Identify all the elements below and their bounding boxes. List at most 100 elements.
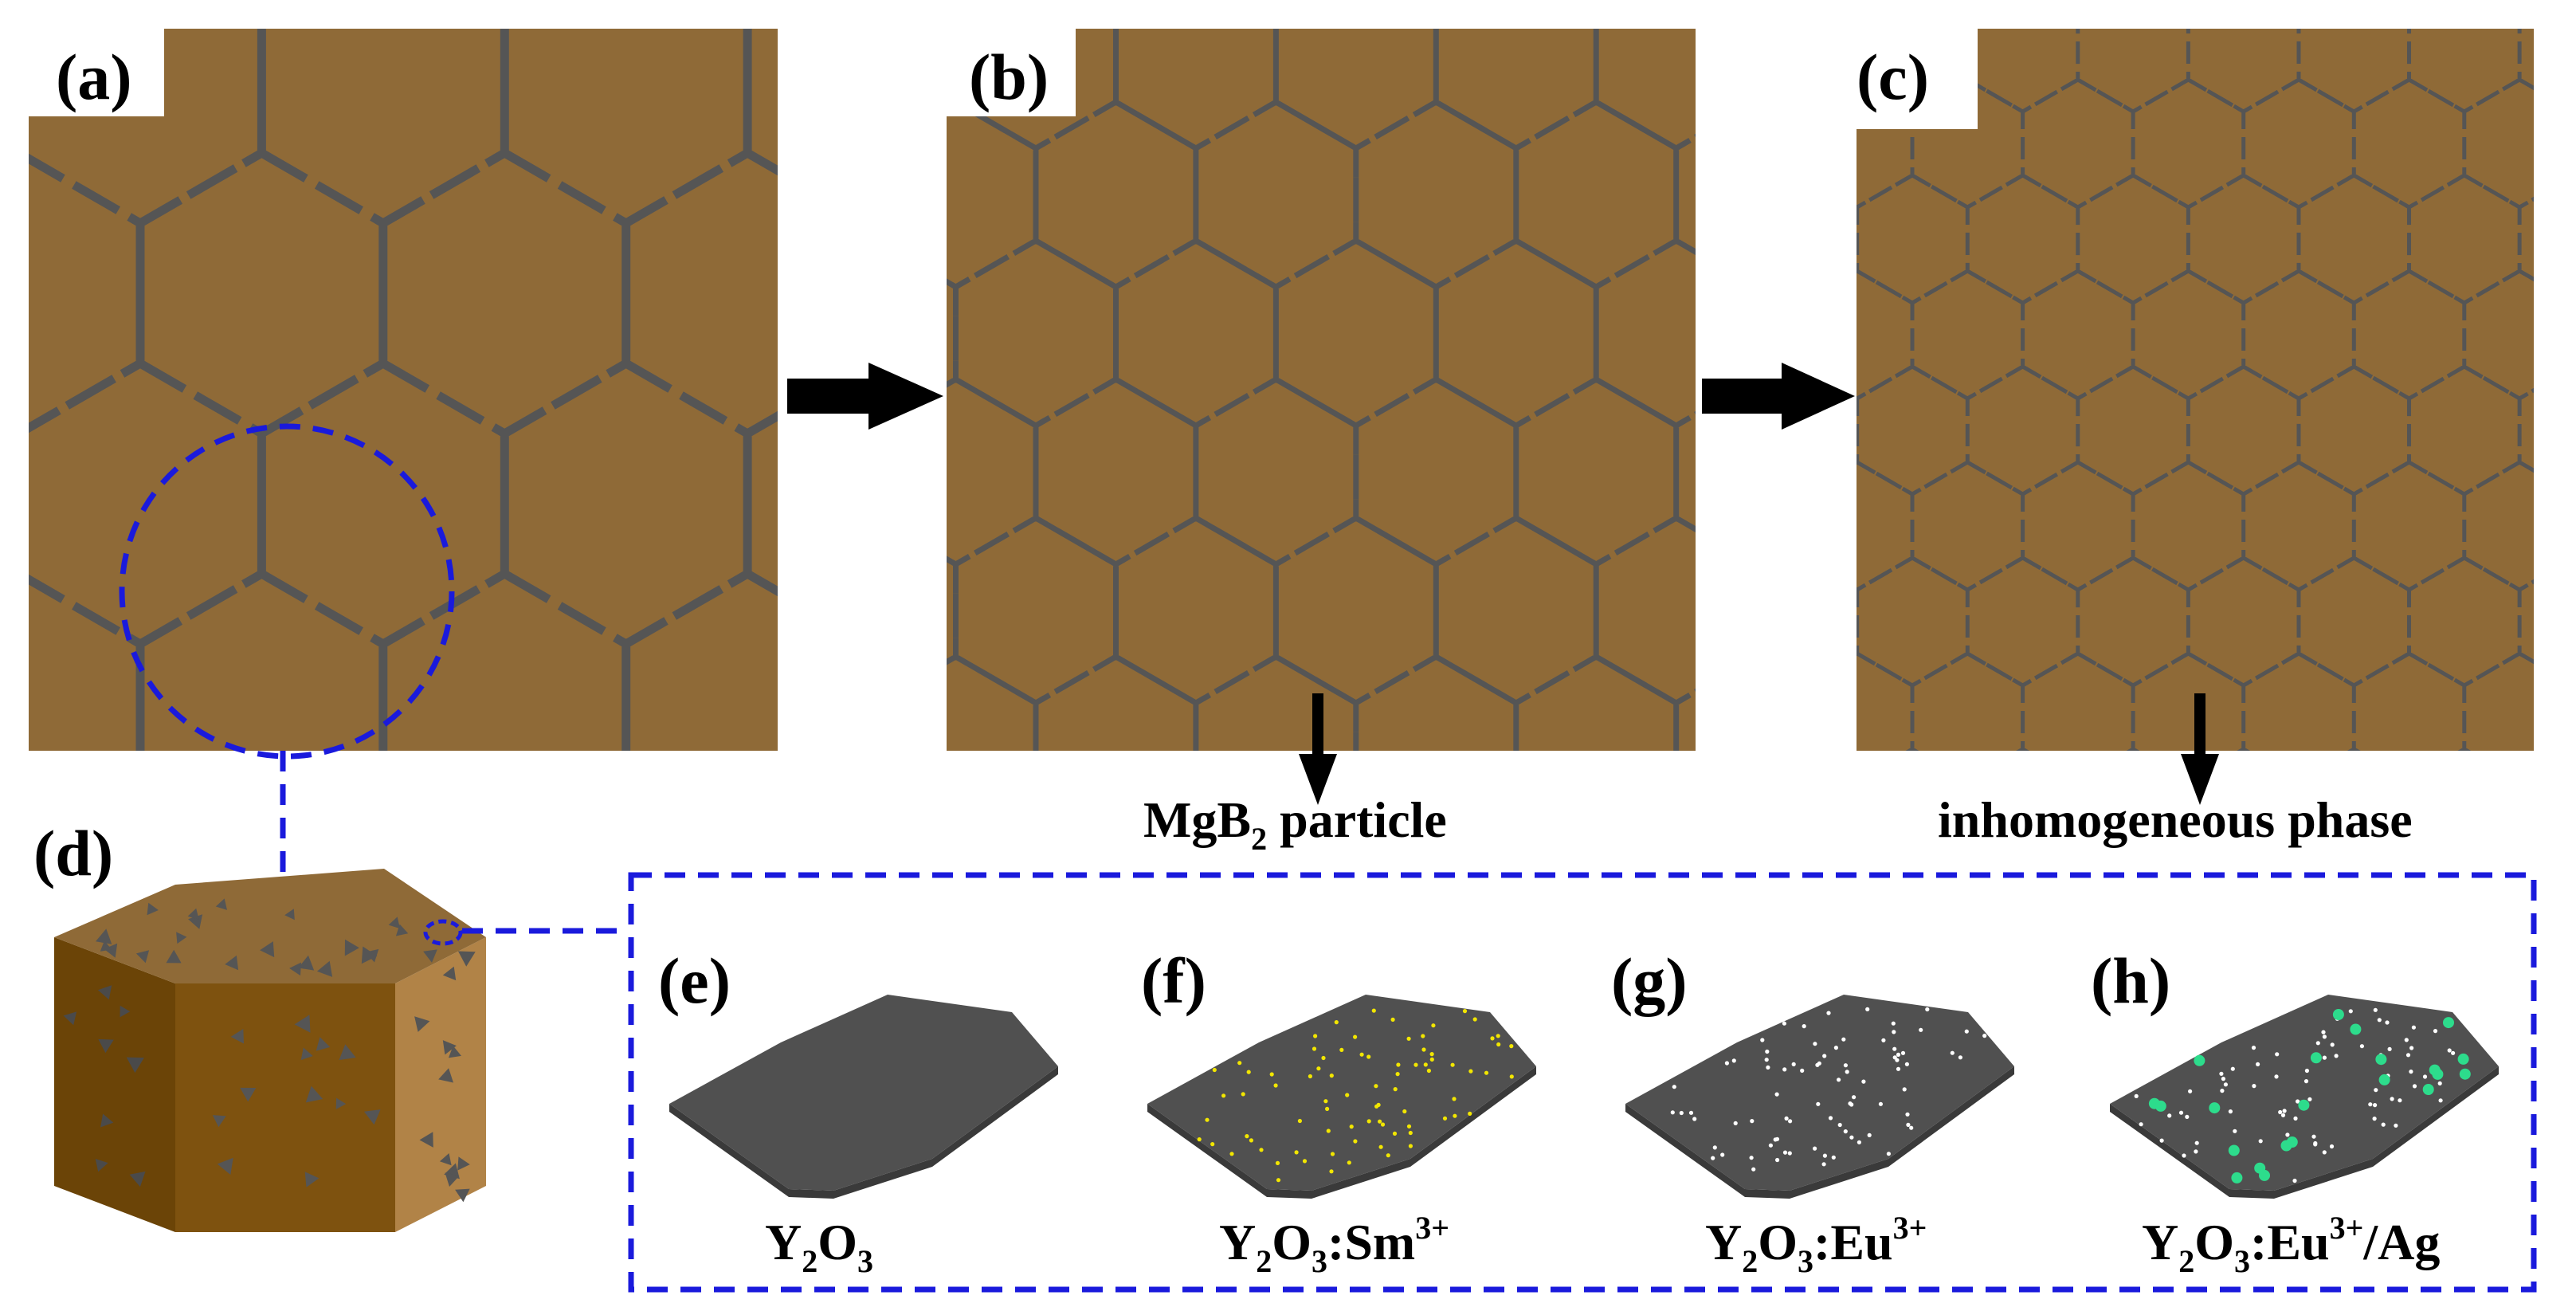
eu-dopant-dot (1878, 1101, 1883, 1106)
panel-g-caption: Y2O3:Eu3+ (1705, 1210, 1927, 1279)
prism-inclusion (166, 949, 182, 964)
eu-dopant-dot (1784, 1116, 1789, 1121)
eu-dopant-dot (1751, 1167, 1756, 1172)
prism-inclusion (445, 1172, 460, 1187)
eu-dopant-dot (1712, 1145, 1717, 1150)
prism-inclusion (96, 928, 112, 944)
panel-d: (d) (33, 751, 629, 1232)
sm-dopant-dot (1297, 1118, 1302, 1124)
sm-dopant-dot (1423, 1062, 1428, 1067)
panel-e-plate (669, 995, 1058, 1199)
sm-dopant-dot (1378, 1144, 1383, 1149)
eu-dopant-dot (2412, 1084, 2417, 1089)
plate-top (1625, 995, 2014, 1191)
eu-dopant-dot (1670, 1110, 1675, 1115)
eu-dopant-dot (1958, 1055, 1962, 1060)
eu-dopant-dot (1782, 1150, 1788, 1155)
sm-dopant-dot (1374, 1084, 1378, 1089)
sm-dopant-dot (1329, 1074, 1334, 1078)
prism-inclusion (120, 1005, 131, 1018)
eu-dopant-dot (1950, 1050, 1955, 1055)
sm-dopant-dot (1431, 1023, 1436, 1028)
panel-e-caption: Y2O3 (765, 1214, 873, 1279)
ag-nanoparticle-dot (2209, 1102, 2221, 1114)
prism-inclusion (187, 908, 199, 920)
prism-inclusion (455, 1188, 470, 1203)
sm-dopant-dot (1371, 1008, 1376, 1013)
ag-nanoparticle-dot (2375, 1054, 2387, 1066)
eu-dopant-dot (1902, 1087, 1907, 1092)
eu-dopant-dot (2385, 1020, 2390, 1025)
sm-dopant-dot (1205, 1117, 1210, 1122)
eu-dopant-dot (2322, 1055, 2327, 1060)
ag-nanoparticle-dot (2298, 1099, 2310, 1111)
eu-dopant-dot (1774, 1092, 1779, 1097)
panel-c-label: (c) (1857, 41, 1929, 113)
eu-dopant-dot (2433, 1029, 2438, 1034)
panel-f-caption: Y2O3:Sm3+ (1219, 1210, 1449, 1279)
ag-nanoparticle-dot (2155, 1100, 2166, 1112)
prism-inclusion (442, 1040, 457, 1055)
panel-b-grain-boundaries (947, 29, 1696, 751)
sm-dopant-dot (1212, 1067, 1217, 1073)
prism-inclusion (217, 1157, 233, 1175)
eu-dopant-dot (2359, 1044, 2364, 1049)
eu-dopant-dot (2373, 1007, 2378, 1012)
eu-dopant-dot (1891, 1021, 1896, 1026)
eu-dopant-dot (1672, 1085, 1676, 1089)
eu-dopant-dot (2159, 1138, 2164, 1143)
prism-inclusion (212, 1115, 226, 1128)
eu-dopant-dot (1828, 1116, 1833, 1121)
sm-dopant-dot (1472, 1017, 1477, 1022)
eu-dopant-dot (1813, 1042, 1817, 1046)
eu-dopant-dot (1841, 1037, 1846, 1042)
prism-inclusion (439, 1153, 452, 1166)
ag-nanoparticle-dot (2332, 1009, 2344, 1020)
panel-c-grain-background (1857, 29, 2534, 751)
eu-dopant-dot (1833, 1046, 1838, 1050)
eu-dopant-dot (2315, 1041, 2320, 1046)
ag-nanoparticle-dot (2443, 1017, 2454, 1029)
eu-dopant-dot (1837, 1122, 1842, 1128)
eu-dopant-dot (2258, 1139, 2263, 1144)
sm-dopant-dot (1468, 1111, 1472, 1116)
eu-dopant-dot (1919, 1027, 1923, 1032)
eu-dopant-dot (1822, 1153, 1827, 1158)
panel-e: (e) Y2O3 (658, 944, 1058, 1279)
prism-inclusion (304, 1172, 320, 1187)
eu-dopant-dot (1896, 1066, 1901, 1071)
arrow-b-to-c (1702, 363, 1855, 430)
sm-dopant-dot (1408, 1130, 1413, 1136)
sm-dopant-dot (1413, 1062, 1418, 1067)
eu-dopant-dot (2311, 1134, 2316, 1139)
panel-g-label: (g) (1611, 944, 1688, 1017)
sm-dopant-dot (1509, 1044, 1514, 1049)
inhomogeneous-phase-label: inhomogeneous phase (1938, 791, 2413, 848)
prism-inclusion (335, 1097, 347, 1109)
eu-dopant-dot (1788, 1119, 1793, 1124)
panel-b-label: (b) (969, 41, 1049, 113)
prism-inclusion (363, 1109, 381, 1125)
eu-dopant-dot (2293, 1116, 2298, 1121)
eu-dopant-dot (1773, 1137, 1778, 1142)
eu-dopant-dot (2447, 1048, 2452, 1053)
eu-dopant-dot (1892, 1030, 1896, 1034)
eu-dopant-dot (1845, 1070, 1849, 1074)
eu-dopant-dot (2251, 1046, 2256, 1050)
eu-dopant-dot (2405, 1053, 2411, 1058)
sm-dopant-dot (1302, 1159, 1308, 1164)
prism-inclusion (414, 1016, 430, 1032)
eu-dopant-dot (1731, 1058, 1736, 1063)
eu-dopant-dot (1800, 1068, 1805, 1073)
panel-a-grain-boundaries (29, 29, 778, 751)
eu-dopant-dot (2322, 1150, 2327, 1155)
eu-dopant-dot (2221, 1077, 2225, 1081)
sm-dopant-dot (1334, 1020, 1339, 1025)
prism-inclusion (294, 1015, 311, 1033)
eu-dopant-dot (1925, 1007, 1930, 1012)
prism-inclusion (423, 949, 437, 963)
sm-dopant-dot (1468, 1069, 1473, 1074)
eu-dopant-dot (1813, 1146, 1817, 1151)
prism-inclusion (63, 1011, 77, 1026)
eu-dopant-dot (2230, 1066, 2235, 1071)
